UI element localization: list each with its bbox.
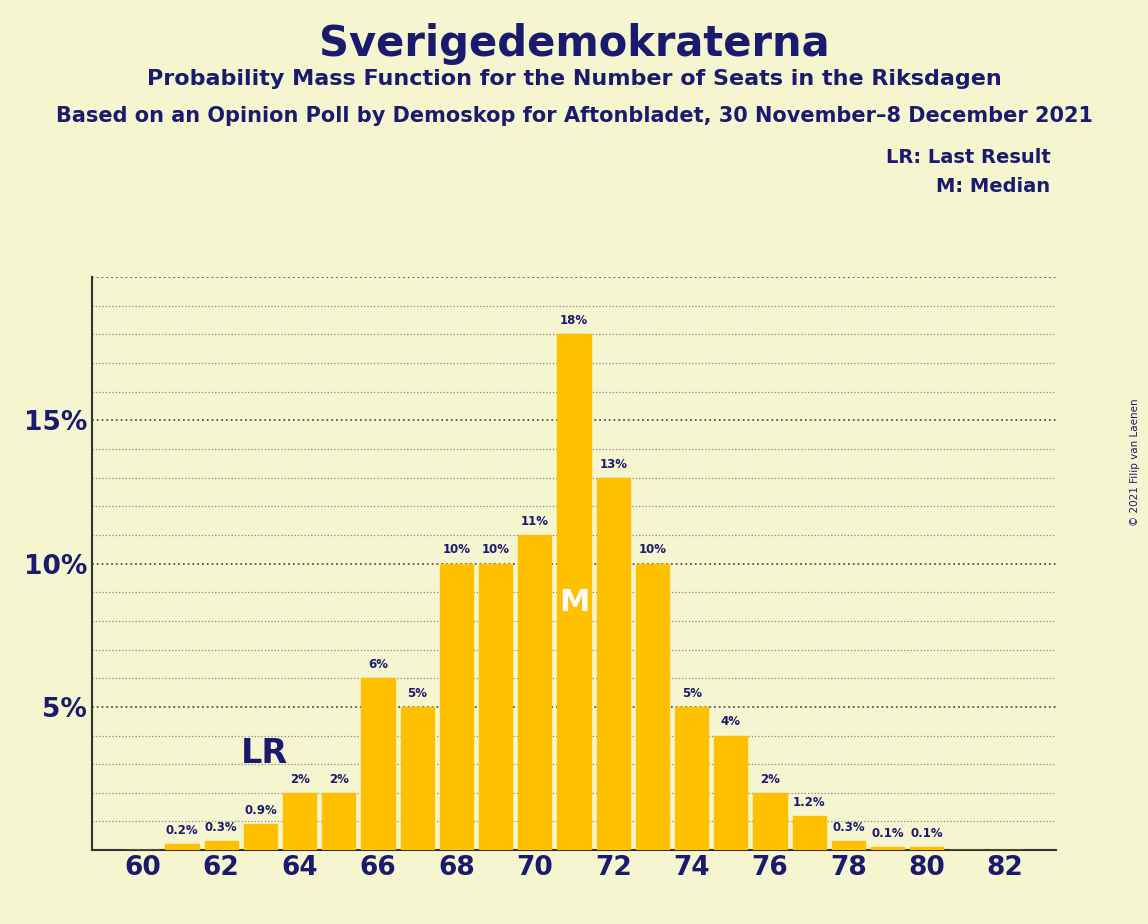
Text: 5%: 5% bbox=[408, 687, 427, 699]
Text: © 2021 Filip van Laenen: © 2021 Filip van Laenen bbox=[1130, 398, 1140, 526]
Bar bbox=[636, 564, 669, 850]
Text: 4%: 4% bbox=[721, 715, 740, 728]
Bar bbox=[204, 842, 238, 850]
Text: 10%: 10% bbox=[482, 543, 510, 556]
Bar bbox=[910, 847, 944, 850]
Bar bbox=[557, 334, 591, 850]
Text: 10%: 10% bbox=[638, 543, 666, 556]
Text: 0.3%: 0.3% bbox=[204, 821, 238, 834]
Bar bbox=[753, 793, 786, 850]
Bar bbox=[792, 816, 825, 850]
Text: 10%: 10% bbox=[442, 543, 471, 556]
Text: 0.1%: 0.1% bbox=[871, 827, 903, 840]
Text: M: M bbox=[559, 588, 589, 617]
Bar bbox=[243, 824, 277, 850]
Bar bbox=[714, 736, 747, 850]
Bar bbox=[282, 793, 316, 850]
Text: 13%: 13% bbox=[599, 457, 627, 470]
Text: 2%: 2% bbox=[289, 772, 310, 785]
Text: 2%: 2% bbox=[760, 772, 779, 785]
Text: 0.9%: 0.9% bbox=[245, 804, 277, 817]
Text: Probability Mass Function for the Number of Seats in the Riksdagen: Probability Mass Function for the Number… bbox=[147, 69, 1001, 90]
Bar bbox=[675, 707, 708, 850]
Text: 6%: 6% bbox=[369, 658, 388, 671]
Bar bbox=[323, 793, 356, 850]
Text: 0.3%: 0.3% bbox=[832, 821, 864, 834]
Text: 0.2%: 0.2% bbox=[165, 824, 199, 837]
Text: 5%: 5% bbox=[682, 687, 701, 699]
Bar bbox=[518, 535, 551, 850]
Bar bbox=[440, 564, 473, 850]
Bar bbox=[401, 707, 434, 850]
Text: 1.2%: 1.2% bbox=[793, 796, 825, 808]
Text: LR: LR bbox=[241, 736, 288, 770]
Text: 0.1%: 0.1% bbox=[910, 827, 944, 840]
Text: M: Median: M: Median bbox=[937, 177, 1050, 197]
Text: 2%: 2% bbox=[328, 772, 349, 785]
Bar bbox=[871, 847, 905, 850]
Text: Sverigedemokraterna: Sverigedemokraterna bbox=[319, 23, 829, 65]
Text: Based on an Opinion Poll by Demoskop for Aftonbladet, 30 November–8 December 202: Based on an Opinion Poll by Demoskop for… bbox=[55, 106, 1093, 127]
Bar bbox=[479, 564, 512, 850]
Text: LR: Last Result: LR: Last Result bbox=[885, 148, 1050, 167]
Text: 11%: 11% bbox=[521, 515, 549, 528]
Bar bbox=[165, 845, 199, 850]
Bar bbox=[597, 478, 630, 850]
Bar bbox=[832, 842, 866, 850]
Text: 18%: 18% bbox=[560, 314, 588, 327]
Bar bbox=[362, 678, 395, 850]
